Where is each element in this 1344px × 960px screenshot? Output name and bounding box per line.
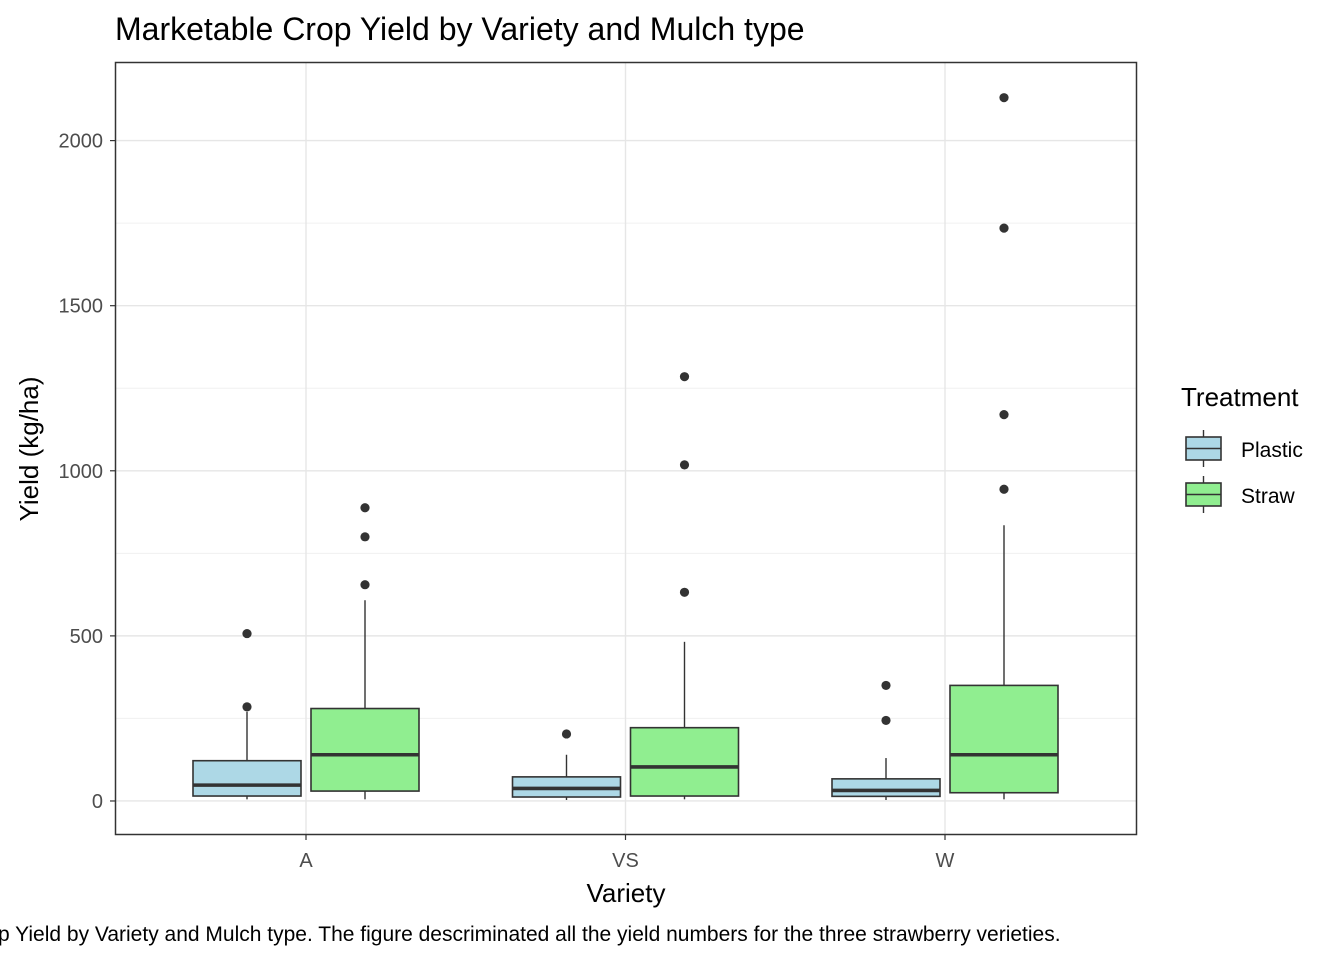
y-tick-label: 500 (70, 626, 103, 648)
y-tick-label: 0 (92, 791, 103, 813)
grid-lines (116, 63, 1136, 834)
box-straw-a (310, 503, 420, 800)
outlier-point (679, 587, 690, 597)
legend-item-straw: Straw (1185, 476, 1296, 513)
x-tick-label: A (299, 850, 313, 872)
outlier-point (242, 628, 252, 639)
box-body (310, 707, 420, 792)
outlier-point (242, 702, 252, 712)
outlier-point (881, 680, 891, 691)
box-body (192, 759, 302, 797)
axis-ticks: 0 500 1000 1500 2000 A VS W (59, 131, 955, 872)
legend-label-straw: Straw (1241, 485, 1296, 508)
outlier-point (679, 460, 690, 470)
legend-label-plastic: Plastic (1241, 439, 1303, 462)
outlier-point (999, 484, 1009, 494)
box-series (192, 93, 1059, 800)
x-tick-label: W (936, 850, 955, 872)
outlier-point (999, 410, 1009, 420)
y-tick-label: 1500 (59, 296, 104, 318)
x-tick-label: VS (612, 850, 639, 872)
outlier-point (679, 372, 690, 382)
box-straw-w (949, 93, 1059, 800)
box-body (629, 726, 740, 797)
y-tick-label: 1000 (59, 461, 104, 483)
legend-item-plastic: Plastic (1185, 430, 1303, 467)
outlier-point (561, 729, 572, 739)
outlier-point (360, 503, 370, 513)
box-body (831, 778, 941, 798)
outlier-point (881, 715, 891, 726)
outlier-point (360, 532, 370, 542)
box-plastic-vs (511, 729, 622, 800)
box-straw-vs (629, 372, 740, 800)
x-axis-title: Variety (587, 878, 666, 908)
outlier-point (999, 223, 1009, 233)
box-plastic-w (831, 680, 941, 800)
box-plastic-a (192, 628, 302, 800)
box-body (949, 684, 1059, 794)
chart-title: Marketable Crop Yield by Variety and Mul… (115, 11, 805, 47)
outlier-point (999, 93, 1009, 103)
legend: Treatment Plastic Straw (1181, 382, 1303, 513)
y-tick-label: 2000 (59, 131, 104, 153)
outlier-point (360, 580, 370, 590)
y-axis-title: Yield (kg/ha) (14, 377, 44, 522)
legend-title: Treatment (1181, 382, 1299, 412)
figure-caption: p Yield by Variety and Mulch type. The f… (0, 923, 1061, 946)
